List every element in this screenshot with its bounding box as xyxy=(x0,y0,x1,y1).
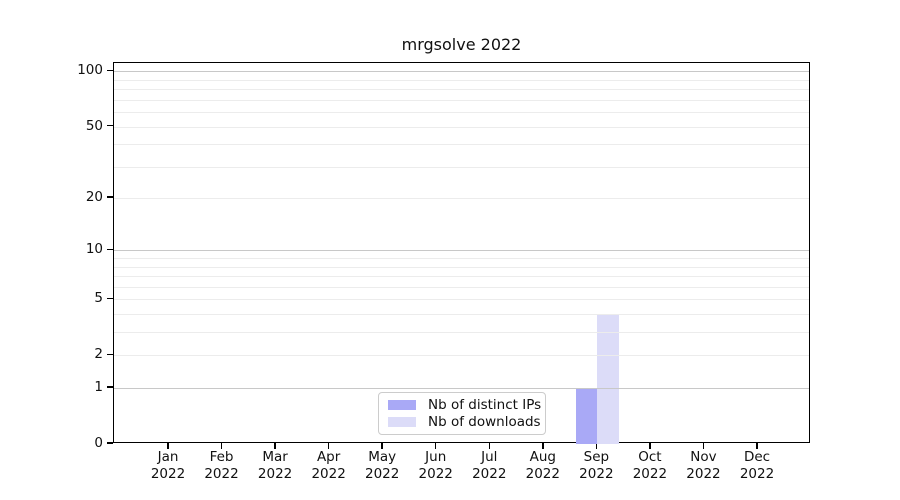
legend-label: Nb of distinct IPs xyxy=(428,397,542,413)
plot-area xyxy=(113,62,810,444)
y-tick-label-2: 2 xyxy=(94,346,103,363)
x-tick-label-apr: Apr 2022 xyxy=(294,449,364,482)
gridline-minor-y4 xyxy=(114,314,809,316)
y-tick-mark-5 xyxy=(107,297,113,299)
gridline-major-y1 xyxy=(114,388,809,390)
x-tick-mark-apr xyxy=(327,443,330,449)
x-tick-label-jun: Jun 2022 xyxy=(401,449,471,482)
gridline-minor-y9 xyxy=(114,258,809,260)
x-tick-label-feb: Feb 2022 xyxy=(187,449,257,482)
x-tick-year: 2022 xyxy=(579,465,614,482)
x-tick-month: Nov xyxy=(690,449,717,465)
y-tick-mark-0 xyxy=(107,442,113,444)
gridline-minor-y3 xyxy=(114,332,809,334)
bar-nb-of-downloads-sep xyxy=(597,314,619,444)
y-tick-mark-10 xyxy=(107,248,113,251)
gridline-major-y10 xyxy=(114,250,809,252)
x-tick-year: 2022 xyxy=(150,465,186,482)
x-tick-mark-jul xyxy=(488,443,490,449)
x-tick-month: May xyxy=(368,449,397,465)
x-tick-month: Apr xyxy=(316,449,341,465)
y-tick-label-50: 50 xyxy=(85,117,103,134)
y-tick-mark-100 xyxy=(107,69,113,72)
x-tick-mark-oct xyxy=(649,443,651,449)
x-tick-month: Jun xyxy=(425,449,447,465)
x-tick-year: 2022 xyxy=(632,465,668,482)
y-tick-mark-20 xyxy=(107,196,113,198)
x-tick-year: 2022 xyxy=(364,465,400,482)
y-tick-label-0: 0 xyxy=(94,435,103,451)
x-tick-label-nov: Nov 2022 xyxy=(668,449,738,482)
x-tick-label-aug: Aug 2022 xyxy=(508,449,578,482)
x-tick-month: Jul xyxy=(481,449,498,465)
gridline-minor-y8 xyxy=(114,266,809,268)
x-tick-mark-nov xyxy=(702,443,705,449)
chart-title: mrgsolve 2022 xyxy=(401,35,522,54)
x-tick-year: 2022 xyxy=(418,465,453,482)
x-tick-label-jul: Jul 2022 xyxy=(454,449,524,482)
gridline-minor-y40 xyxy=(114,144,809,146)
x-tick-year: 2022 xyxy=(686,465,721,482)
x-tick-mark-jan xyxy=(167,443,169,449)
y-tick-mark-50 xyxy=(107,124,113,127)
x-tick-mark-dec xyxy=(756,443,758,449)
x-tick-mark-mar xyxy=(274,443,276,449)
x-tick-month: Dec xyxy=(743,449,771,465)
gridline-minor-y90 xyxy=(114,79,809,81)
y-tick-mark-2 xyxy=(107,353,113,355)
x-tick-month: Feb xyxy=(209,449,234,465)
legend-label: Nb of downloads xyxy=(428,414,541,430)
legend-swatch-icon xyxy=(388,400,416,410)
gridline-minor-y2 xyxy=(114,355,809,357)
x-tick-year: 2022 xyxy=(257,465,293,482)
bar-nb-of-distinct-ips-sep xyxy=(575,388,598,444)
y-tick-label-1: 1 xyxy=(94,379,103,396)
x-tick-label-sep: Sep 2022 xyxy=(561,449,631,482)
x-tick-label-jan: Jan 2022 xyxy=(133,449,203,482)
x-tick-label-dec: Dec 2022 xyxy=(722,449,792,482)
gridline-minor-y5 xyxy=(114,299,809,301)
x-tick-label-may: May 2022 xyxy=(347,449,417,482)
x-tick-year: 2022 xyxy=(739,465,775,482)
x-tick-year: 2022 xyxy=(204,465,239,482)
y-tick-mark-1 xyxy=(107,386,113,388)
x-tick-mark-sep xyxy=(595,443,598,449)
legend-item: Nb of distinct IPs xyxy=(388,397,541,413)
x-tick-year: 2022 xyxy=(472,465,507,482)
x-tick-month: Oct xyxy=(638,449,662,465)
gridline-minor-y20 xyxy=(114,198,809,200)
x-tick-mark-aug xyxy=(542,443,544,449)
x-tick-month: Jan xyxy=(157,449,179,465)
x-tick-month: Sep xyxy=(583,449,610,465)
x-tick-label-oct: Oct 2022 xyxy=(615,449,685,482)
gridline-minor-y80 xyxy=(114,89,809,91)
x-tick-month: Aug xyxy=(529,449,556,465)
y-tick-label-100: 100 xyxy=(77,62,103,79)
gridline-major-y100 xyxy=(114,71,809,73)
y-tick-label-5: 5 xyxy=(94,290,103,307)
legend-swatch-icon xyxy=(388,417,416,427)
y-tick-label-20: 20 xyxy=(85,189,103,206)
gridline-minor-y50 xyxy=(114,126,809,128)
x-tick-mark-feb xyxy=(220,443,223,449)
x-tick-month: Mar xyxy=(262,449,288,465)
legend-item: Nb of downloads xyxy=(388,414,541,430)
gridline-minor-y7 xyxy=(114,276,809,278)
gridline-minor-y30 xyxy=(114,166,809,168)
x-tick-mark-jun xyxy=(435,443,437,449)
x-tick-mark-may xyxy=(381,443,383,449)
x-tick-label-mar: Mar 2022 xyxy=(240,449,310,482)
gridline-minor-y60 xyxy=(114,112,809,114)
y-tick-label-10: 10 xyxy=(85,241,103,258)
legend: Nb of distinct IPs Nb of downloads xyxy=(378,392,546,435)
x-tick-year: 2022 xyxy=(311,465,346,482)
gridline-minor-y6 xyxy=(114,286,809,288)
x-tick-year: 2022 xyxy=(525,465,560,482)
gridline-minor-y70 xyxy=(114,99,809,101)
